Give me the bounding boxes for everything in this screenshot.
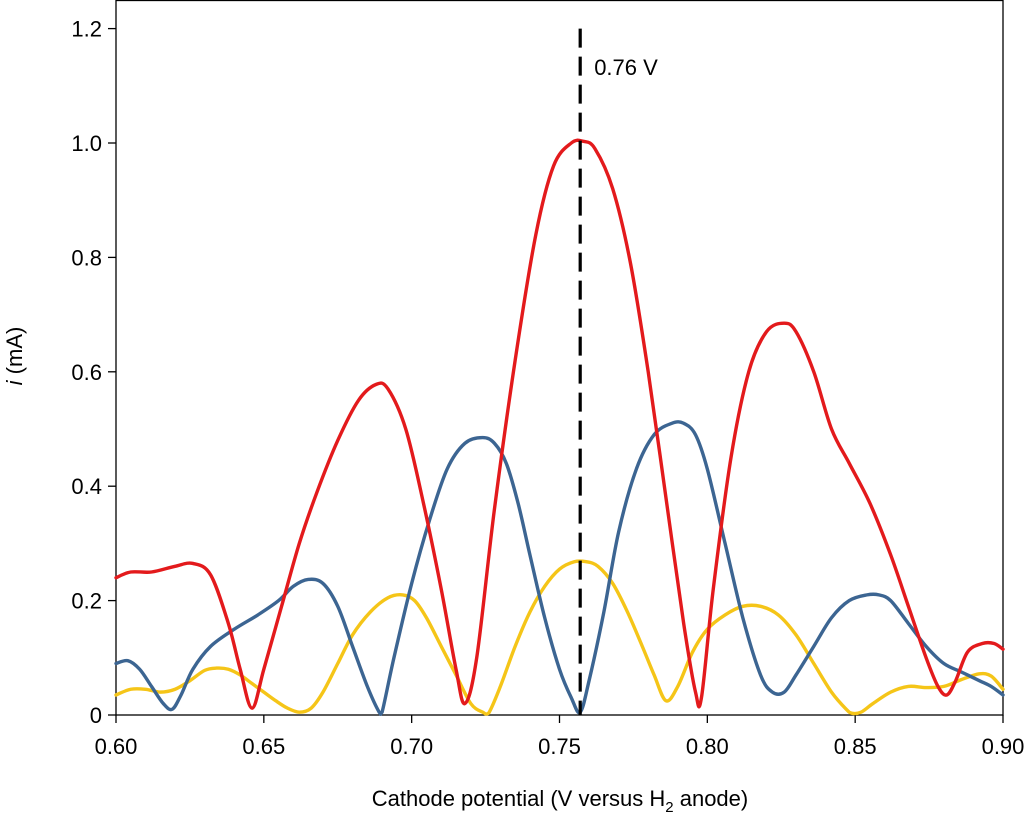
y-tick-label: 0.4 [71,474,102,499]
x-tick-label: 0.60 [95,734,138,759]
y-tick-label: 0.6 [71,360,102,385]
x-axis-label-subscript: 2 [665,799,673,816]
y-tick-label: 0.8 [71,245,102,270]
x-tick-label: 0.90 [982,734,1025,759]
x-tick-label: 0.85 [834,734,877,759]
plot-frame [115,0,1004,716]
x-axis-label-suffix: anode) [674,786,749,811]
annotation-layer: 0.76 V [578,28,658,715]
series-line-red [114,138,1005,710]
y-axis-label: i (mA) [2,327,27,386]
y-axis-label-italic: i [2,379,27,385]
x-tick-label: 0.70 [390,734,433,759]
y-tick-label: 0.2 [71,589,102,614]
series-line-blue [114,420,1005,716]
x-tick-label: 0.75 [538,734,581,759]
y-tick-label: 0 [90,703,102,728]
x-tick-label: 0.65 [242,734,285,759]
y-axis-label-rest: (mA) [2,327,27,381]
x-axis-label: Cathode potential (V versus H2 anode) [372,786,748,816]
series-line-yellow [114,559,1005,716]
axes: 0 0.2 0.4 0.6 0.8 1.0 1.2 0.60 0.65 0.70 0.75 0.80 0… [71,0,1025,759]
y-tick-label: 1.0 [71,131,102,156]
annotation-label: 0.76 V [594,55,658,80]
series-layer [114,138,1005,716]
y-tick-label: 1.2 [71,17,102,42]
x-tick-label: 0.80 [686,734,729,759]
